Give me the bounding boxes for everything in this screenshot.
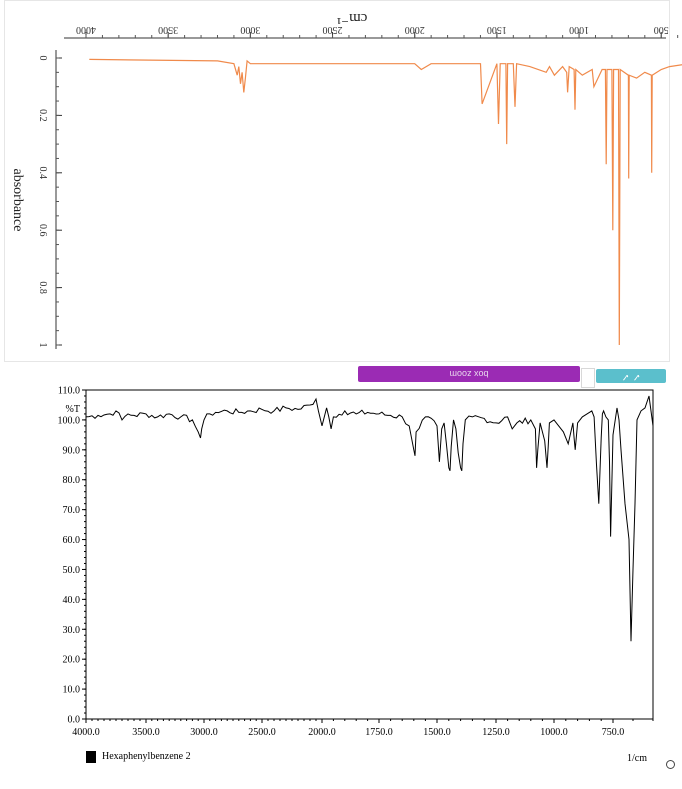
top-spectrum-panel <box>4 0 670 362</box>
absorbance-x-tick-label: 2000 <box>405 24 425 35</box>
absorbance-y-tick-label: 0 <box>37 56 48 61</box>
transmittance-x-tick-label: 1000.0 <box>540 727 568 738</box>
transmittance-x-tick-label: 3000.0 <box>190 727 218 738</box>
transmittance-y-tick-label: 20.0 <box>63 655 81 666</box>
absorbance-x-tick-label: 3500 <box>158 24 178 35</box>
transmittance-y-tick-label: 30.0 <box>63 625 81 636</box>
toolbar-separator <box>581 368 595 388</box>
absorbance-x-tick-label: 3000 <box>240 24 260 35</box>
transmittance-x-tick-label: 2000.0 <box>308 727 336 738</box>
transmittance-plot-frame <box>85 389 654 720</box>
corner-dot-icon <box>666 760 675 769</box>
transmittance-y-tick-label: 110.0 <box>58 386 80 397</box>
absorbance-x-tick-label: 500 <box>654 24 669 35</box>
transmittance-y-tick-label: 70.0 <box>63 505 81 516</box>
absorbance-y-axis-label: absorbance <box>10 169 25 232</box>
absorbance-series-line <box>89 58 682 346</box>
transmittance-chart: 4000.0 3500.0 3000.0 2500.0 2000.0 1750.0 1500… <box>58 386 654 738</box>
transmittance-y-tick-label: 50.0 <box>63 565 81 576</box>
transmittance-y-tick-label: 90.0 <box>63 445 81 456</box>
transmittance-x-axis-label: 1/cm <box>627 753 647 764</box>
transmittance-x-tick-label: 4000.0 <box>72 727 100 738</box>
confirm-button[interactable]: ✓ ✓ <box>596 369 666 383</box>
transmittance-ticks: 4000.0 3500.0 3000.0 2500.0 2000.0 1750.0 1500… <box>58 386 654 738</box>
transmittance-y-tick-label: 0.0 <box>68 715 81 726</box>
transmittance-x-tick-label: 2500.0 <box>248 727 276 738</box>
transmittance-x-tick-label: 1750.0 <box>365 727 393 738</box>
absorbance-y-tick-label: 0.2 <box>37 109 48 122</box>
transmittance-x-tick-label: 1500.0 <box>423 727 451 738</box>
transmittance-y-tick-label: 10.0 <box>63 685 81 696</box>
transmittance-y-tick-label: 80.0 <box>63 475 81 486</box>
absorbance-y-tick-label: 0.8 <box>37 281 48 294</box>
transmittance-y-tick-label: 40.0 <box>63 595 81 606</box>
absorbance-ticks: 4000 3500 3000 2500 2000 1500 1000 500 0 0.2 0.4 0.… <box>37 24 679 348</box>
transmittance-x-tick-label: 750.0 <box>602 727 625 738</box>
transmittance-series-line <box>85 395 654 642</box>
transmittance-y-tick-label: 100.0 <box>58 415 81 426</box>
absorbance-x-tick-label: 1500 <box>487 24 507 35</box>
absorbance-x-tick-label: 4000 <box>76 24 96 35</box>
absorbance-chart: 4000 3500 3000 2500 2000 1500 1000 500 0 0.2 0.4 0.… <box>10 10 682 349</box>
transmittance-y-tick-label: 60.0 <box>63 535 81 546</box>
transmittance-x-tick-label: 3500.0 <box>132 727 160 738</box>
absorbance-y-tick-label: 1 <box>37 343 48 348</box>
absorbance-y-tick-label: 0.6 <box>37 224 48 237</box>
legend-series-name: Hexaphenylbenzene 2 <box>102 751 191 762</box>
transmittance-y-axis-label: %T <box>66 404 80 415</box>
absorbance-x-tick-label: 2500 <box>323 24 343 35</box>
absorbance-x-tick-label: 1000 <box>569 24 589 35</box>
absorbance-y-tick-label: 0.4 <box>37 167 48 180</box>
transmittance-x-tick-label: 1250.0 <box>482 727 510 738</box>
box-zoom-button[interactable]: box zoom <box>358 366 580 382</box>
absorbance-x-axis-label: cm⁻¹ <box>337 10 368 26</box>
legend-swatch <box>86 751 96 763</box>
